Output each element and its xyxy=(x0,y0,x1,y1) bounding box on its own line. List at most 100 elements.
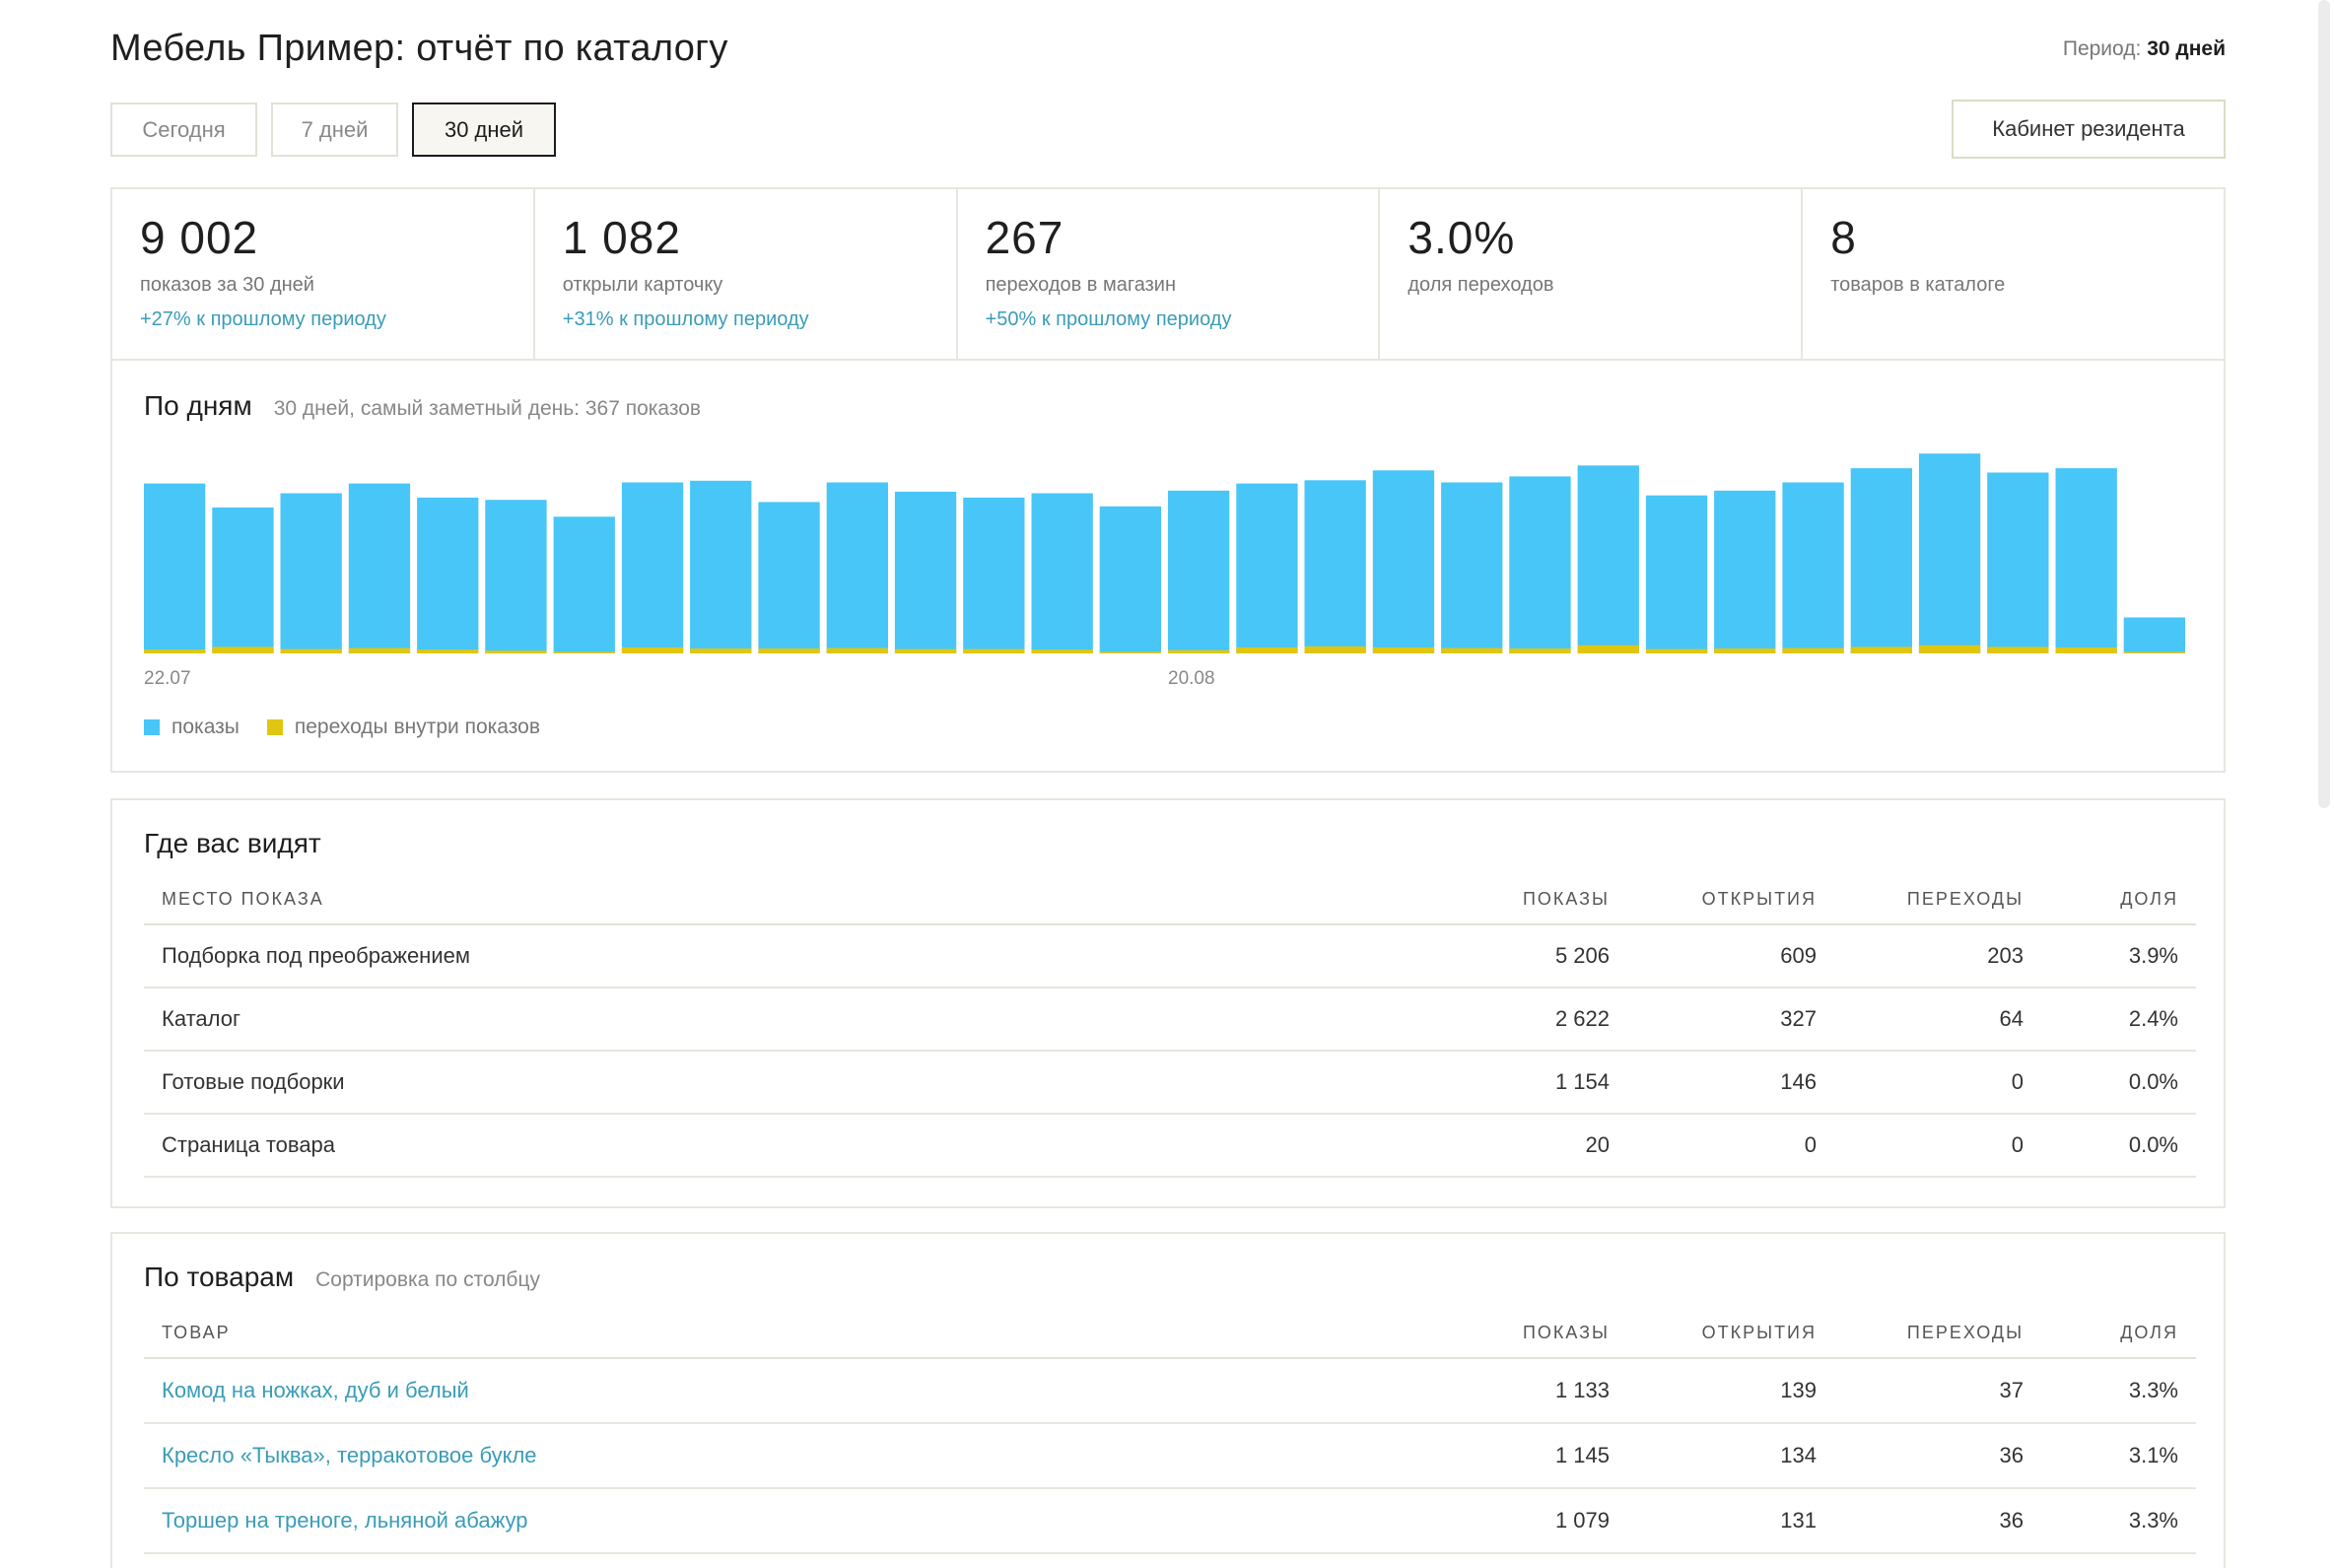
bar-views-day-20[interactable] xyxy=(1441,482,1503,654)
bar-views-day-27[interactable] xyxy=(1918,453,1981,653)
cell-opens: 146 xyxy=(1610,1051,1817,1115)
bar-clicks-day-24[interactable] xyxy=(1714,648,1776,653)
bar-views-day-11[interactable] xyxy=(826,482,888,654)
bar-views-day-13[interactable] xyxy=(963,497,1025,653)
bar-views-day-7[interactable] xyxy=(553,516,615,653)
bar-views-day-8[interactable] xyxy=(621,482,684,654)
product-link[interactable]: Торшер на треноге, льняной абажур xyxy=(162,1508,528,1533)
bar-clicks-day-23[interactable] xyxy=(1645,648,1708,653)
table-row: Торшер на треноге, льняной абажур 1 079 … xyxy=(144,1488,2196,1554)
cell-place: Каталог xyxy=(144,988,1403,1052)
bar-views-day-25[interactable] xyxy=(1782,482,1844,654)
bar-clicks-day-26[interactable] xyxy=(1850,647,1912,653)
col-opens[interactable]: Открытия xyxy=(1610,1309,1817,1359)
range-tab-today[interactable]: Сегодня xyxy=(110,102,257,157)
cell-clicks: 64 xyxy=(1817,988,2024,1052)
bar-views-day-6[interactable] xyxy=(485,500,547,653)
bar-clicks-day-21[interactable] xyxy=(1509,648,1571,653)
cell-views: 1 133 xyxy=(1403,1358,1610,1424)
bar-views-day-19[interactable] xyxy=(1372,470,1435,653)
table-header-row: Место показа Показы Открытия Переходы До… xyxy=(144,875,2196,925)
bar-views-day-24[interactable] xyxy=(1714,490,1776,653)
bar-views-day-18[interactable] xyxy=(1304,480,1366,653)
bar-clicks-day-19[interactable] xyxy=(1372,647,1435,653)
bar-views-day-9[interactable] xyxy=(690,480,752,653)
chart-subtitle: 30 дней, самый заметный день: 367 показо… xyxy=(273,397,702,420)
bar-clicks-day-5[interactable] xyxy=(417,649,479,653)
bar-views-day-16[interactable] xyxy=(1168,490,1230,653)
bar-clicks-day-17[interactable] xyxy=(1236,647,1298,653)
bar-clicks-day-12[interactable] xyxy=(894,648,957,653)
cell-product: Комод на ножках, дуб и белый xyxy=(144,1358,1403,1424)
bar-views-day-2[interactable] xyxy=(212,507,274,653)
bar-clicks-day-8[interactable] xyxy=(621,647,684,653)
resident-cabinet-button[interactable]: Кабинет резидента xyxy=(1952,100,2226,159)
page-scrollbar[interactable] xyxy=(2318,0,2330,808)
product-link[interactable]: Кресло «Тыква», терракотовое букле xyxy=(162,1443,537,1467)
bar-views-day-23[interactable] xyxy=(1645,495,1708,653)
bar-clicks-day-11[interactable] xyxy=(826,648,888,654)
legend-clicks-label: переходы внутри показов xyxy=(294,716,540,738)
bar-views-day-15[interactable] xyxy=(1099,506,1161,653)
col-clicks[interactable]: Переходы xyxy=(1817,875,2024,925)
cell-opens: 139 xyxy=(1610,1358,1817,1424)
bar-views-day-29[interactable] xyxy=(2055,468,2117,653)
bar-clicks-day-27[interactable] xyxy=(1918,645,1981,653)
col-place[interactable]: Место показа xyxy=(144,875,1403,925)
bar-views-day-17[interactable] xyxy=(1236,483,1298,653)
range-tab-7-days[interactable]: 7 дней xyxy=(271,102,398,157)
bar-views-day-10[interactable] xyxy=(758,502,820,653)
cell-opens: 609 xyxy=(1610,924,1817,989)
bar-clicks-day-6[interactable] xyxy=(485,650,547,653)
bar-views-day-28[interactable] xyxy=(1987,472,2049,654)
cell-product: Торшер на треноге, льняной абажур xyxy=(144,1488,1403,1554)
cell-clicks: 0 xyxy=(1817,1114,2024,1178)
bar-views-day-4[interactable] xyxy=(348,483,411,653)
bar-views-day-3[interactable] xyxy=(280,493,342,654)
product-link[interactable]: Комод на ножках, дуб и белый xyxy=(162,1378,469,1402)
bar-clicks-day-13[interactable] xyxy=(963,648,1025,653)
col-share[interactable]: Доля xyxy=(2024,1309,2196,1359)
cell-share: 0.0% xyxy=(2024,1114,2196,1178)
daily-chart-card: По дням 30 дней, самый заметный день: 36… xyxy=(110,361,2226,773)
table-row: Комод на ножках, дуб и белый 1 133 139 3… xyxy=(144,1358,2196,1424)
range-tab-30-days[interactable]: 30 дней xyxy=(412,102,556,157)
bar-clicks-day-4[interactable] xyxy=(348,648,411,654)
bar-clicks-day-18[interactable] xyxy=(1304,646,1366,653)
bar-views-day-14[interactable] xyxy=(1031,493,1093,654)
kpi-label: товаров в каталоге xyxy=(1830,274,2006,296)
bar-views-day-12[interactable] xyxy=(894,491,957,653)
bar-clicks-day-15[interactable] xyxy=(1099,651,1161,653)
bar-views-day-21[interactable] xyxy=(1509,476,1571,653)
bar-views-day-1[interactable] xyxy=(144,483,206,653)
col-opens[interactable]: Открытия xyxy=(1610,875,1817,925)
bar-clicks-day-9[interactable] xyxy=(690,648,752,653)
bar-clicks-day-14[interactable] xyxy=(1031,649,1093,653)
col-clicks[interactable]: Переходы xyxy=(1817,1309,2024,1359)
bar-clicks-day-22[interactable] xyxy=(1577,645,1639,653)
col-product[interactable]: Товар xyxy=(144,1309,1403,1359)
col-views[interactable]: Показы xyxy=(1403,875,1610,925)
bar-clicks-day-20[interactable] xyxy=(1441,648,1503,654)
bar-clicks-day-2[interactable] xyxy=(212,647,274,653)
bar-views-day-30[interactable] xyxy=(2123,617,2185,654)
bar-clicks-day-25[interactable] xyxy=(1782,648,1844,654)
cell-share: 3.9% xyxy=(2024,924,2196,989)
bar-clicks-day-1[interactable] xyxy=(144,649,206,653)
bar-clicks-day-10[interactable] xyxy=(758,648,820,653)
col-share[interactable]: Доля xyxy=(2024,875,2196,925)
bar-views-day-26[interactable] xyxy=(1850,468,1912,653)
bar-clicks-day-3[interactable] xyxy=(280,648,342,653)
chart-title: По дням xyxy=(144,390,252,421)
bar-clicks-day-7[interactable] xyxy=(553,651,615,653)
bar-views-day-5[interactable] xyxy=(417,497,479,653)
cell-views: 20 xyxy=(1403,1114,1610,1178)
bar-clicks-day-29[interactable] xyxy=(2055,647,2117,653)
bar-views-day-22[interactable] xyxy=(1577,465,1639,653)
chart-legend: показы переходы внутри показов xyxy=(144,716,540,739)
bar-clicks-day-28[interactable] xyxy=(1987,647,2049,653)
bar-clicks-day-16[interactable] xyxy=(1168,649,1230,653)
bar-clicks-day-30[interactable] xyxy=(2123,651,2185,654)
col-views[interactable]: Показы xyxy=(1403,1309,1610,1359)
table-row: Готовые подборки 1 154 146 0 0.0% xyxy=(144,1051,2196,1115)
